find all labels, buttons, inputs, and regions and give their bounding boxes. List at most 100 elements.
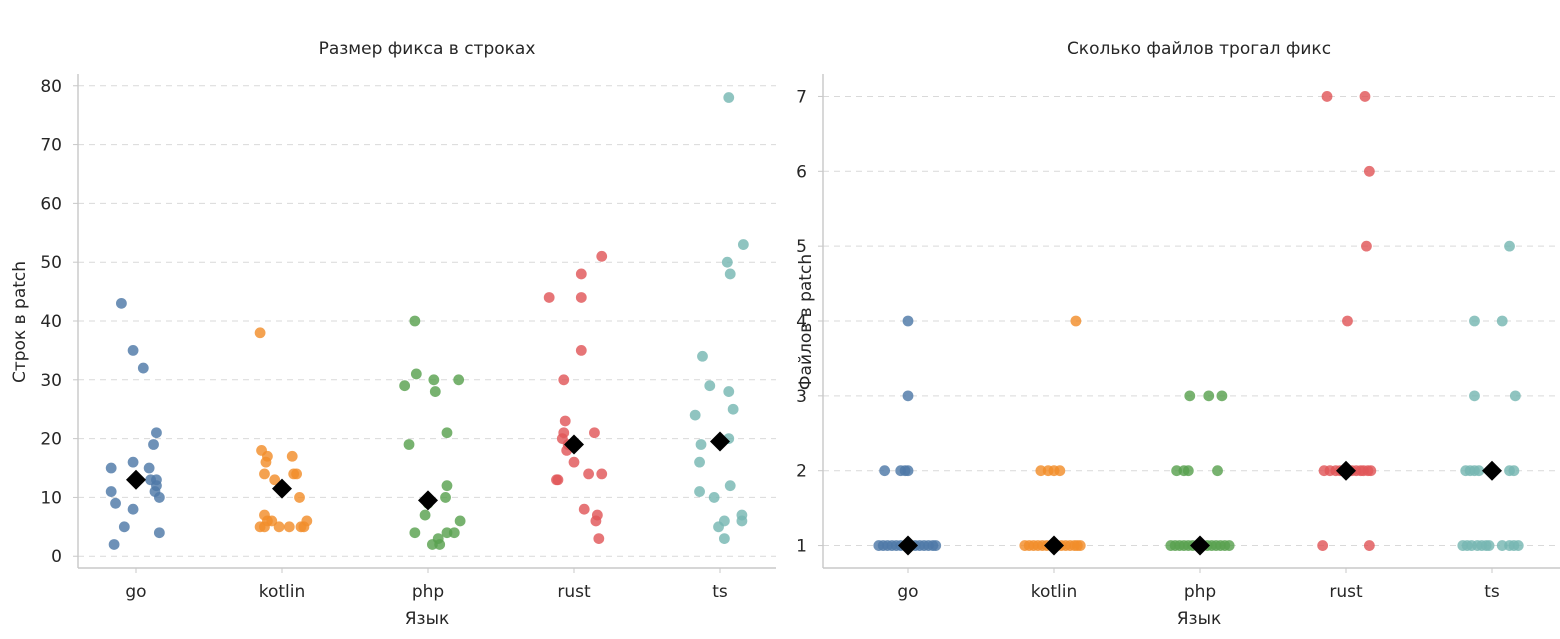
data-point-ts [1473, 465, 1485, 477]
x-tick-label: php [1184, 582, 1216, 602]
data-point-go [153, 492, 165, 503]
y-tick-label: 4 [796, 312, 807, 332]
data-point-go [143, 462, 155, 474]
data-point-php [441, 480, 453, 492]
data-point-kotlin [254, 327, 266, 339]
data-point-php [440, 492, 451, 503]
data-point-go [108, 539, 120, 550]
y-tick-label: 80 [40, 77, 62, 97]
x-tick-label: php [412, 582, 444, 602]
data-point-rust [1361, 240, 1372, 252]
data-point-ts [1509, 390, 1521, 402]
y-tick-label: 60 [40, 194, 62, 214]
y-tick-label: 1 [796, 537, 807, 557]
data-point-rust [575, 345, 587, 356]
data-point-php [403, 439, 415, 450]
data-point-ts [723, 92, 735, 103]
data-point-go [127, 345, 139, 356]
mean-marker-kotlin [272, 478, 292, 499]
data-point-php [409, 315, 421, 327]
data-point-php [1184, 390, 1196, 402]
data-point-ts [721, 256, 733, 268]
data-point-php [453, 374, 465, 386]
data-point-rust [1317, 540, 1329, 551]
mean-marker-ts [710, 431, 730, 452]
data-point-php [1212, 465, 1223, 477]
data-point-rust [596, 468, 608, 480]
y-tick-label: 50 [40, 253, 62, 273]
data-point-ts [708, 492, 720, 503]
x-tick-label: rust [1329, 582, 1363, 602]
y-tick-label: 30 [40, 371, 62, 391]
data-point-go [118, 521, 130, 533]
data-point-ts [694, 456, 705, 468]
y-tick-label: 5 [796, 237, 807, 257]
data-point-ts [697, 350, 708, 362]
data-point-php [410, 368, 422, 380]
data-point-rust [551, 474, 562, 486]
data-point-ts [695, 439, 707, 450]
x-tick-label: kotlin [1031, 582, 1078, 602]
data-point-ts [718, 533, 730, 544]
data-point-php [1203, 390, 1215, 402]
data-point-rust [559, 415, 571, 427]
data-point-go [127, 503, 139, 515]
x-axis-label: Язык [1177, 609, 1222, 629]
x-tick-label: rust [557, 582, 591, 602]
data-point-php [441, 427, 453, 439]
data-point-rust [558, 374, 570, 386]
data-point-ts [1469, 315, 1480, 327]
chart-title: Размер фикса в строках [319, 39, 536, 59]
data-point-ts [723, 386, 735, 397]
data-point-go [137, 362, 149, 374]
data-point-ts [736, 515, 748, 527]
data-point-go [127, 456, 139, 468]
data-point-ts [1496, 315, 1508, 327]
y-tick-label: 2 [796, 462, 807, 482]
data-point-ts [704, 380, 716, 392]
data-point-rust [589, 427, 600, 439]
data-point-go [105, 462, 117, 474]
data-point-php [1182, 465, 1194, 477]
mean-marker-rust [564, 434, 584, 455]
data-point-go [153, 527, 165, 539]
data-point-php [409, 527, 421, 539]
y-tick-label: 70 [40, 136, 62, 156]
mean-marker-ts [1482, 460, 1502, 481]
data-point-rust [593, 533, 605, 544]
data-point-ts [737, 239, 749, 250]
data-point-rust [1342, 315, 1353, 327]
x-tick-label: go [125, 582, 146, 602]
y-tick-label: 6 [796, 162, 807, 182]
data-point-go [902, 465, 914, 477]
data-point-kotlin [266, 515, 278, 527]
data-point-go [902, 390, 914, 402]
data-point-rust [575, 292, 587, 303]
data-point-rust [1321, 91, 1333, 102]
data-point-ts [1469, 390, 1480, 402]
data-point-go [105, 486, 117, 497]
data-point-php [429, 386, 441, 397]
data-point-rust [583, 468, 594, 480]
data-point-ts [689, 409, 701, 421]
data-point-rust [578, 503, 590, 515]
y-tick-label: 0 [51, 547, 62, 567]
x-tick-label: kotlin [259, 582, 306, 602]
data-point-php [454, 515, 466, 527]
data-point-go [930, 540, 942, 551]
data-point-kotlin [1070, 315, 1082, 327]
mean-marker-php [1190, 535, 1210, 556]
data-point-ts [1504, 240, 1515, 252]
mean-marker-go [898, 535, 918, 556]
data-point-kotlin [291, 468, 302, 480]
y-tick-label: 7 [796, 87, 807, 107]
data-point-rust [575, 268, 587, 280]
data-point-php [428, 374, 440, 386]
data-point-kotlin [286, 450, 298, 462]
mean-marker-php [418, 490, 438, 511]
data-point-ts [694, 486, 705, 497]
panel-lines-per-fix: Размер фикса в строках Язык Строк в patc… [10, 39, 776, 629]
x-tick-label: ts [712, 582, 728, 602]
data-point-kotlin [298, 521, 310, 533]
